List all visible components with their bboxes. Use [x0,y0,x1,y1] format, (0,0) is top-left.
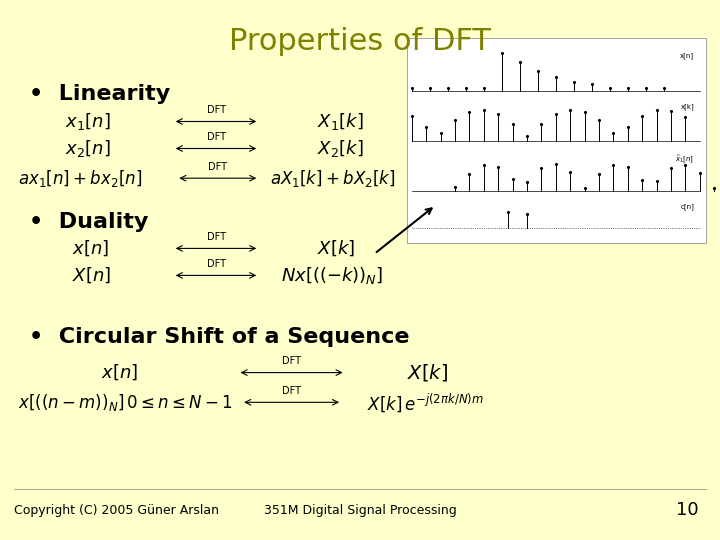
Text: Properties of DFT: Properties of DFT [229,27,491,56]
Text: •  Linearity: • Linearity [29,84,170,104]
Text: DFT: DFT [282,386,301,396]
Text: DFT: DFT [208,161,228,172]
Text: 351M Digital Signal Processing: 351M Digital Signal Processing [264,504,456,517]
Text: DFT: DFT [207,132,225,142]
Text: DFT: DFT [207,232,225,242]
Text: DFT: DFT [207,105,225,115]
Text: $ax_1[n]+bx_2[n]$: $ax_1[n]+bx_2[n]$ [18,168,143,188]
Text: $aX_1[k]+bX_2[k]$: $aX_1[k]+bX_2[k]$ [270,168,395,188]
Bar [407,38,706,243]
Text: $X[k]$: $X[k]$ [317,239,355,258]
Text: $x[n]$: $x[n]$ [72,239,109,258]
Text: $x_1[n]$: $x_1[n]$ [65,111,110,132]
Text: 10: 10 [676,501,698,519]
Text: x[n]: x[n] [680,52,694,59]
Text: $X_1[k]$: $X_1[k]$ [317,111,364,132]
Text: $X[n]$: $X[n]$ [72,266,111,285]
Text: Copyright (C) 2005 Güner Arslan: Copyright (C) 2005 Güner Arslan [14,504,220,517]
Text: x[k]: x[k] [680,103,694,110]
Text: $x_2[n]$: $x_2[n]$ [65,138,110,159]
Text: DFT: DFT [282,356,301,366]
Text: •  Duality: • Duality [29,212,148,232]
Text: $X[k]\,e^{-j(2\pi k/N)m}$: $X[k]\,e^{-j(2\pi k/N)m}$ [367,391,484,414]
Text: $Nx[((-k))_N]$: $Nx[((-k))_N]$ [281,265,383,286]
Text: $X[k]$: $X[k]$ [407,362,448,383]
Text: DFT: DFT [207,259,225,269]
Text: $x[((n-m))_N]\,0 \leq n \leq N-1$: $x[((n-m))_N]\,0 \leq n \leq N-1$ [18,392,233,413]
Text: •  Circular Shift of a Sequence: • Circular Shift of a Sequence [29,327,409,347]
Text: c[n]: c[n] [680,203,694,210]
Text: $X_2[k]$: $X_2[k]$ [317,138,364,159]
Text: $x[n]$: $x[n]$ [101,363,138,382]
Text: $\tilde{x}_1[n]$: $\tilde{x}_1[n]$ [675,153,694,165]
